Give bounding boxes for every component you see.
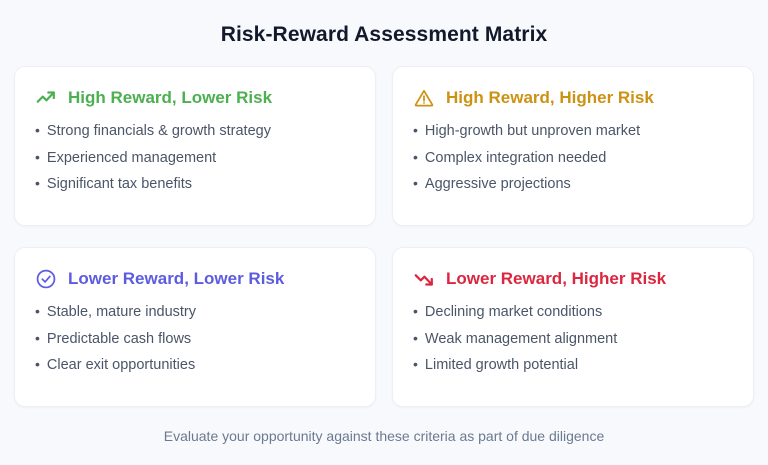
- quadrant-title: Lower Reward, Higher Risk: [446, 269, 667, 289]
- quadrant-title: High Reward, Higher Risk: [446, 88, 654, 108]
- point-text: High-growth but unproven market: [424, 123, 641, 140]
- list-item: • Stable, mature industry: [35, 304, 355, 321]
- trending-up-icon: [35, 87, 57, 109]
- point-text: Stable, mature industry: [46, 304, 197, 321]
- quadrant-point-list: • Stable, mature industry • Predictable …: [35, 304, 355, 374]
- point-text: Limited growth potential: [424, 356, 579, 373]
- point-text: Declining market conditions: [424, 304, 603, 321]
- quadrant-title: Lower Reward, Lower Risk: [68, 269, 285, 289]
- bullet-icon: •: [35, 122, 40, 139]
- card-header: Lower Reward, Lower Risk: [35, 268, 355, 290]
- quadrant-point-list: • Declining market conditions • Weak man…: [413, 304, 733, 374]
- footer-note: Evaluate your opportunity against these …: [163, 427, 605, 444]
- quadrant-card-lower-reward-higher-risk[interactable]: Lower Reward, Higher Risk • Declining ma…: [392, 247, 754, 408]
- bullet-icon: •: [35, 355, 40, 372]
- bullet-icon: •: [413, 303, 418, 320]
- point-text: Predictable cash flows: [46, 330, 192, 347]
- point-text: Complex integration needed: [424, 149, 607, 166]
- list-item: • Strong financials & growth strategy: [35, 123, 355, 140]
- quadrant-grid: High Reward, Lower Risk • Strong financi…: [14, 66, 754, 408]
- point-text: Strong financials & growth strategy: [46, 123, 271, 140]
- quadrant-card-high-reward-higher-risk[interactable]: High Reward, Higher Risk • High-growth b…: [392, 66, 754, 227]
- point-text: Weak management alignment: [424, 330, 618, 347]
- bullet-icon: •: [413, 329, 418, 346]
- bullet-icon: •: [35, 329, 40, 346]
- warning-triangle-icon: [413, 87, 435, 109]
- check-circle-icon: [35, 268, 57, 290]
- bullet-icon: •: [35, 303, 40, 320]
- list-item: • High-growth but unproven market: [413, 123, 733, 140]
- card-header: Lower Reward, Higher Risk: [413, 268, 733, 290]
- bullet-icon: •: [413, 122, 418, 139]
- list-item: • Significant tax benefits: [35, 176, 355, 193]
- bullet-icon: •: [35, 174, 40, 191]
- trending-down-icon: [413, 268, 435, 290]
- card-header: High Reward, Higher Risk: [413, 87, 733, 109]
- list-item: • Experienced management: [35, 150, 355, 167]
- list-item: • Limited growth potential: [413, 357, 733, 374]
- list-item: • Declining market conditions: [413, 304, 733, 321]
- page-title: Risk-Reward Assessment Matrix: [220, 23, 548, 46]
- list-item: • Clear exit opportunities: [35, 357, 355, 374]
- quadrant-title: High Reward, Lower Risk: [68, 88, 273, 108]
- card-header: High Reward, Lower Risk: [35, 87, 355, 109]
- point-text: Experienced management: [46, 149, 217, 166]
- bullet-icon: •: [413, 174, 418, 191]
- quadrant-card-high-reward-lower-risk[interactable]: High Reward, Lower Risk • Strong financi…: [14, 66, 376, 227]
- list-item: • Complex integration needed: [413, 150, 733, 167]
- point-text: Significant tax benefits: [46, 175, 192, 192]
- bullet-icon: •: [35, 148, 40, 165]
- quadrant-point-list: • High-growth but unproven market • Comp…: [413, 123, 733, 193]
- bullet-icon: •: [413, 355, 418, 372]
- bullet-icon: •: [413, 148, 418, 165]
- list-item: • Predictable cash flows: [35, 331, 355, 348]
- quadrant-card-lower-reward-lower-risk[interactable]: Lower Reward, Lower Risk • Stable, matur…: [14, 247, 376, 408]
- list-item: • Weak management alignment: [413, 331, 733, 348]
- point-text: Clear exit opportunities: [46, 356, 196, 373]
- quadrant-point-list: • Strong financials & growth strategy • …: [35, 123, 355, 193]
- list-item: • Aggressive projections: [413, 176, 733, 193]
- point-text: Aggressive projections: [424, 175, 571, 192]
